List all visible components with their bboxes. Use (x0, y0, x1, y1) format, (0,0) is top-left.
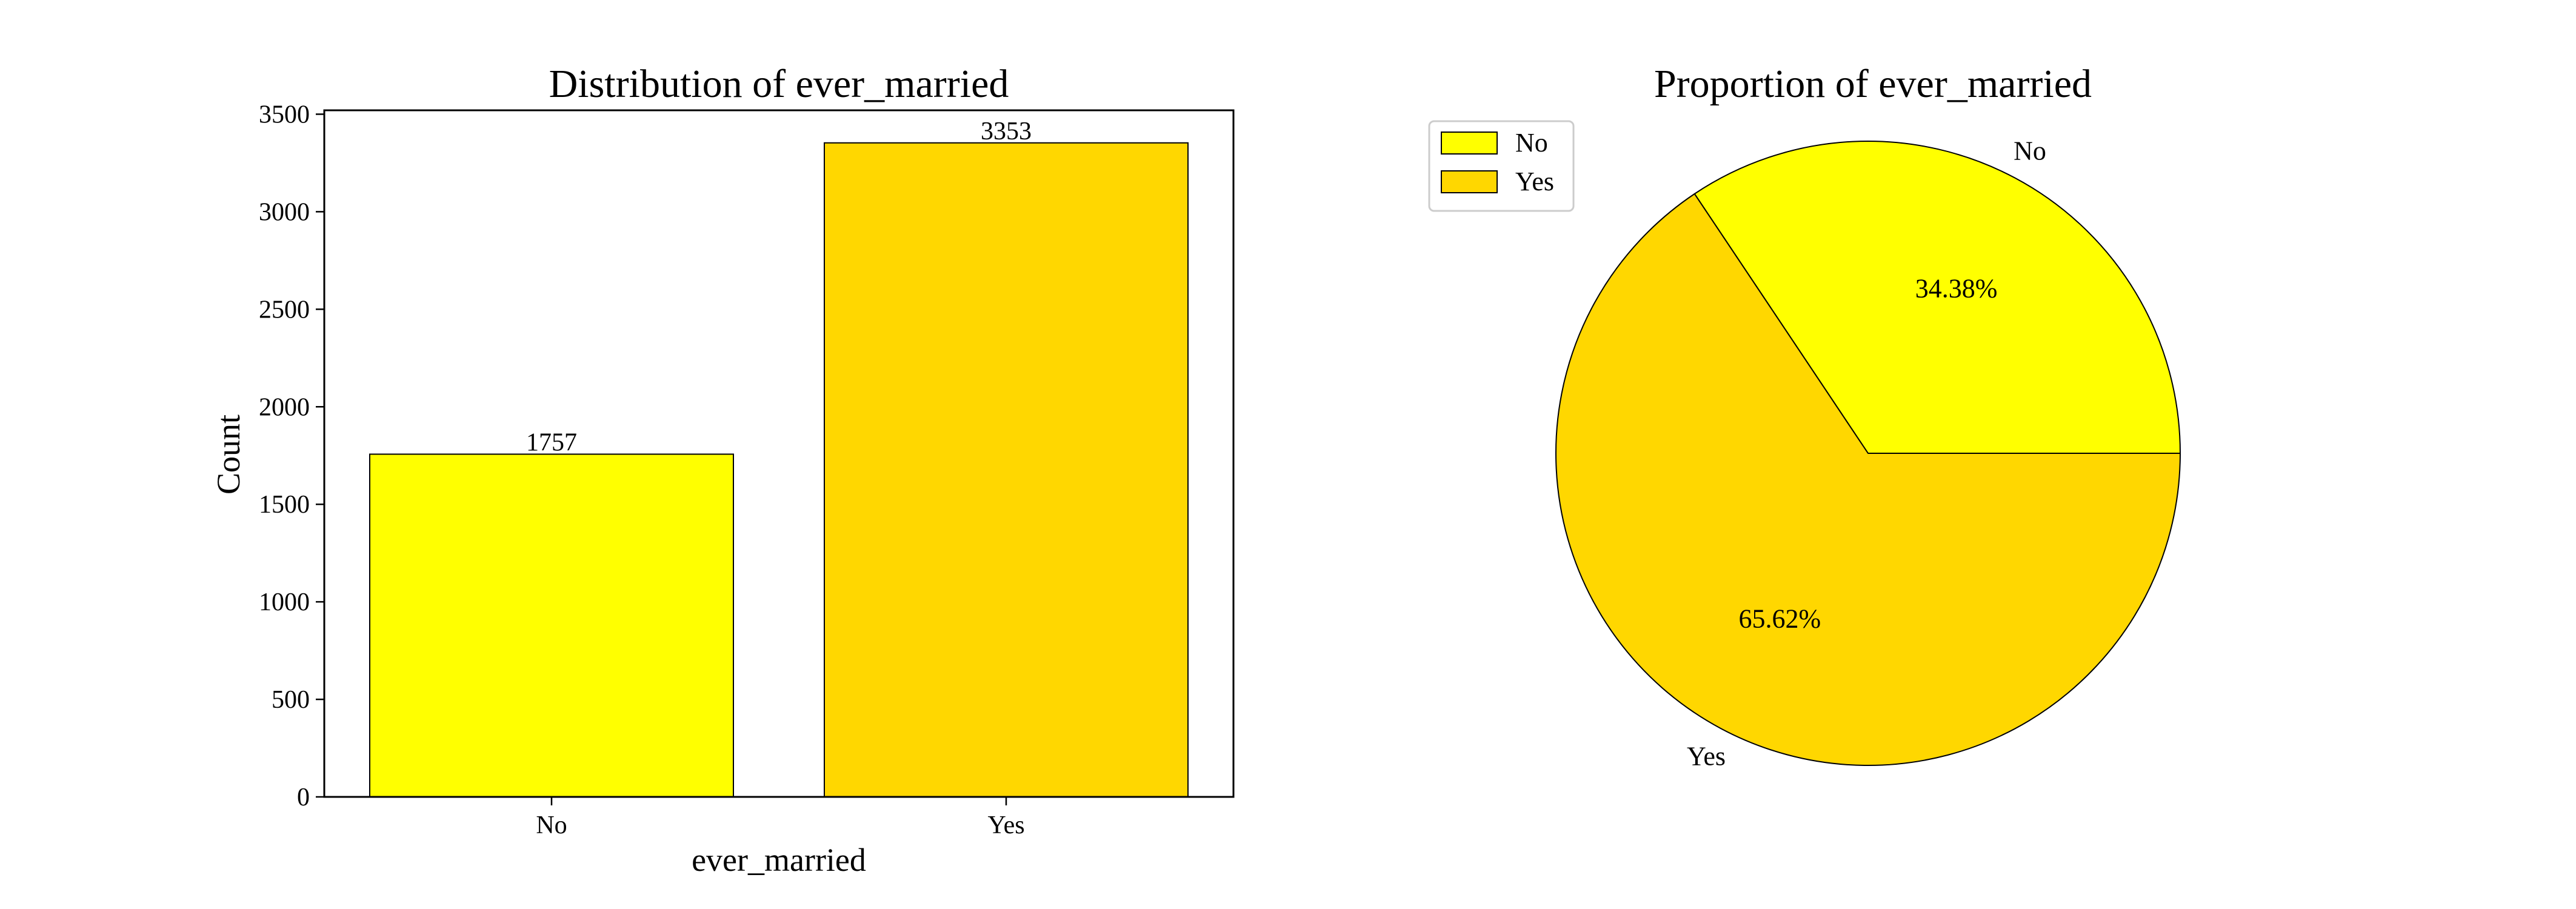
pie-category-label-no: No (2014, 136, 2046, 165)
bar-chart-title: Distribution of ever_married (549, 62, 1009, 106)
legend: No Yes (1428, 120, 1575, 212)
pie-slice-yes (1555, 193, 2181, 767)
y-tick-label: 2000 (259, 393, 310, 421)
pie-pct-label-no: 34.38% (1915, 273, 1998, 303)
pie-category-label-yes: Yes (1687, 742, 1726, 771)
legend-label-yes: Yes (1515, 167, 1554, 196)
y-tick-label: 500 (272, 686, 310, 714)
legend-label-no: No (1515, 128, 1548, 158)
x-axis-label: ever_married (692, 842, 866, 878)
y-axis-label: Count (210, 415, 247, 494)
pie-slices (1555, 141, 2181, 767)
y-tick-label: 3500 (259, 101, 310, 128)
pie-labels: 34.38% No 65.62% Yes (1687, 136, 2046, 771)
pie-chart: Proportion of ever_married 34.38% No 65.62… (1428, 62, 2181, 771)
x-tick-label-yes: Yes (987, 811, 1024, 839)
legend-swatch-yes (1441, 170, 1498, 193)
bar-value-label-no: 1757 (526, 428, 577, 456)
bar-data-labels: 1757 3353 (526, 118, 1032, 457)
x-axis-ticks: No Yes (536, 797, 1025, 839)
y-tick-label: 1000 (259, 588, 310, 616)
bar-marks (369, 142, 1189, 797)
pie-chart-title: Proportion of ever_married (1654, 62, 2092, 106)
x-tick-label-no: No (536, 811, 567, 839)
y-axis-ticks: 0 500 1000 1500 2000 2500 3000 3500 (259, 101, 324, 811)
plot-frame (323, 109, 1235, 798)
y-tick-label: 2500 (259, 296, 310, 324)
y-tick-label: 1500 (259, 491, 310, 519)
bar-yes (824, 142, 1189, 797)
pie-pct-label-yes: 65.62% (1739, 604, 1821, 634)
bar-no (369, 453, 734, 797)
y-tick-label: 3000 (259, 198, 310, 226)
legend-swatch-no (1441, 132, 1498, 155)
bar-chart: Distribution of ever_married 1757 3353 0 5… (210, 62, 1235, 878)
y-tick-label: 0 (297, 784, 310, 811)
bar-value-label-yes: 3353 (981, 118, 1032, 145)
